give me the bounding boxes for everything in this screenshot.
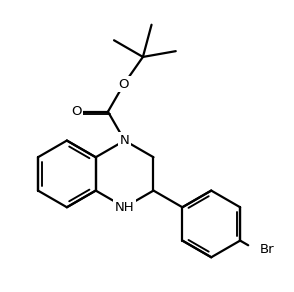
Text: NH: NH xyxy=(115,201,134,214)
Text: O: O xyxy=(71,105,81,118)
Text: O: O xyxy=(118,78,129,91)
Text: N: N xyxy=(120,134,129,147)
Text: Br: Br xyxy=(259,243,274,256)
